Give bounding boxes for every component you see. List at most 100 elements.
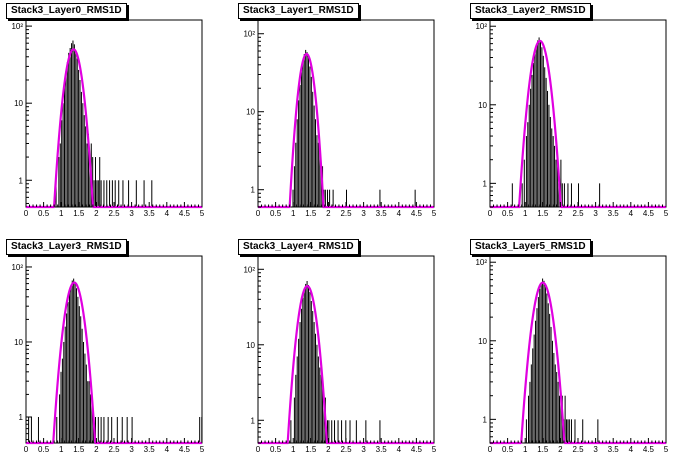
histogram-bin xyxy=(313,322,315,443)
x-tick-label: 3 xyxy=(129,445,134,454)
x-tick-label: 4.5 xyxy=(643,209,655,218)
histogram-bin xyxy=(64,326,66,443)
x-tick-label: 2 xyxy=(326,445,331,454)
histogram-bin xyxy=(337,420,339,443)
x-tick-label: 3 xyxy=(593,445,598,454)
x-tick-label: 2 xyxy=(94,209,99,218)
plot-frame xyxy=(489,255,667,444)
x-tick-label: 5 xyxy=(200,445,205,454)
histogram-bin xyxy=(326,189,328,207)
x-tick-label: 1.5 xyxy=(305,445,317,454)
histogram-bin xyxy=(532,63,534,207)
histogram-bin xyxy=(578,183,579,207)
x-tick-label: 0.5 xyxy=(38,209,50,218)
histogram-bin xyxy=(306,52,308,208)
histogram-bin xyxy=(556,159,558,207)
histogram-bin xyxy=(293,397,295,443)
histogram-bin xyxy=(319,152,321,207)
histogram-bin xyxy=(121,416,123,443)
histogram-bin xyxy=(312,311,314,443)
histogram-bin xyxy=(298,338,300,443)
histogram-bin xyxy=(296,356,298,443)
pad-title: Stack3_Layer1_RMS1D xyxy=(238,3,359,19)
histogram-bin xyxy=(319,367,321,443)
y-tick-label: 10 xyxy=(14,338,23,347)
pad-layer3: Stack3_Layer3_RMS1D 0 0.5 1 1.5 2 2.5 3 3.5 4 4.5… xyxy=(0,236,232,472)
pad-title: Stack3_Layer4_RMS1D xyxy=(238,239,359,255)
histogram-bin xyxy=(72,40,74,207)
histogram-bin xyxy=(341,420,343,443)
histogram-bin xyxy=(295,142,297,207)
histogram-bin xyxy=(82,103,84,207)
histogram-bin xyxy=(103,180,105,207)
pad-plot[interactable]: 0 0.5 1 1.5 2 2.5 3 3.5 4 4.5 5 1 10 10² xyxy=(464,0,696,236)
x-tick-label: 5 xyxy=(664,445,669,454)
y-tick-label: 10 xyxy=(14,99,23,108)
x-tick-label: 3 xyxy=(361,445,366,454)
histogram-bin xyxy=(116,416,118,443)
histogram-bin xyxy=(315,333,317,443)
pad-title: Stack3_Layer5_RMS1D xyxy=(470,239,591,255)
histogram-bin xyxy=(64,83,66,207)
histogram-bin xyxy=(114,180,116,207)
x-tick-label: 3.5 xyxy=(376,445,388,454)
histogram-bin xyxy=(521,183,523,207)
x-tick-label: 2 xyxy=(558,445,563,454)
y-tick-label: 1 xyxy=(251,416,256,425)
histogram-bin xyxy=(66,313,68,443)
x-tick-label: 3.5 xyxy=(608,209,620,218)
histogram-bin xyxy=(88,381,90,443)
histogram-bin xyxy=(303,53,305,208)
histogram-bin xyxy=(574,419,576,443)
histogram-bin xyxy=(56,416,58,443)
histogram-bin xyxy=(511,183,513,207)
histogram-bin xyxy=(302,61,304,207)
histogram-bin xyxy=(543,280,545,443)
histogram-bin xyxy=(111,180,113,207)
pad-title: Stack3_Layer0_RMS1D xyxy=(6,3,127,19)
histogram-bin xyxy=(554,145,556,207)
pad-layer2: Stack3_Layer2_RMS1D 0 0.5 1 1.5 2 2.5 3 3.5 4 4.5… xyxy=(464,0,696,236)
histogram-bin xyxy=(306,280,308,443)
histogram-bin xyxy=(90,394,92,443)
histogram-bin xyxy=(122,180,124,207)
histogram-bin xyxy=(528,104,530,207)
histogram-bin xyxy=(546,293,548,443)
y-tick-label: 10² xyxy=(11,263,23,272)
histogram-bin xyxy=(151,180,153,207)
histogram-bin xyxy=(346,189,347,207)
histogram-bin xyxy=(316,344,318,443)
histogram-bin xyxy=(309,66,311,207)
x-tick-label: 1 xyxy=(523,209,528,218)
histogram-bin xyxy=(303,289,305,443)
histogram-bin xyxy=(89,157,91,207)
histogram-bin xyxy=(106,180,108,207)
histogram-bin xyxy=(535,320,537,443)
histogram-bin xyxy=(63,341,65,443)
histogram-bin xyxy=(131,416,133,443)
pad-plot[interactable]: 0 0.5 1 1.5 2 2.5 3 3.5 4 4.5 5 1 10 10² xyxy=(464,236,696,472)
x-tick-label: 2.5 xyxy=(340,445,352,454)
histogram-bin xyxy=(557,381,559,443)
x-tick-label: 1.5 xyxy=(305,209,317,218)
histogram-bin xyxy=(55,180,57,207)
histogram-bin xyxy=(530,364,532,443)
pad-title: Stack3_Layer2_RMS1D xyxy=(470,3,591,19)
histogram-bin xyxy=(551,340,553,443)
pad-plot[interactable]: 0 0.5 1 1.5 2 2.5 3 3.5 4 4.5 5 1 10 10² xyxy=(232,0,464,236)
x-tick-label: 2 xyxy=(94,445,99,454)
x-tick-label: 0 xyxy=(488,209,493,218)
histogram-bin xyxy=(84,353,86,443)
pad-layer4: Stack3_Layer4_RMS1D 0 0.5 1 1.5 2 2.5 3 3.5 4 4.5… xyxy=(232,236,464,472)
pad-plot[interactable]: 0 0.5 1 1.5 2 2.5 3 3.5 4 4.5 5 1 10 10² xyxy=(0,0,232,236)
histogram-bin xyxy=(78,306,80,443)
histogram-bin xyxy=(537,40,539,208)
histogram-bin xyxy=(73,278,75,443)
pad-plot[interactable]: 0 0.5 1 1.5 2 2.5 3 3.5 4 4.5 5 1 10 10² xyxy=(0,236,232,472)
y-tick-label: 1 xyxy=(483,179,488,188)
pad-plot[interactable]: 0 0.5 1 1.5 2 2.5 3 3.5 4 4.5 5 1 10 10² xyxy=(232,236,464,472)
histogram-bin xyxy=(537,297,539,443)
gaussian-fit-curve xyxy=(490,281,666,445)
histogram-bin xyxy=(201,416,203,443)
histogram-bin xyxy=(563,183,565,207)
